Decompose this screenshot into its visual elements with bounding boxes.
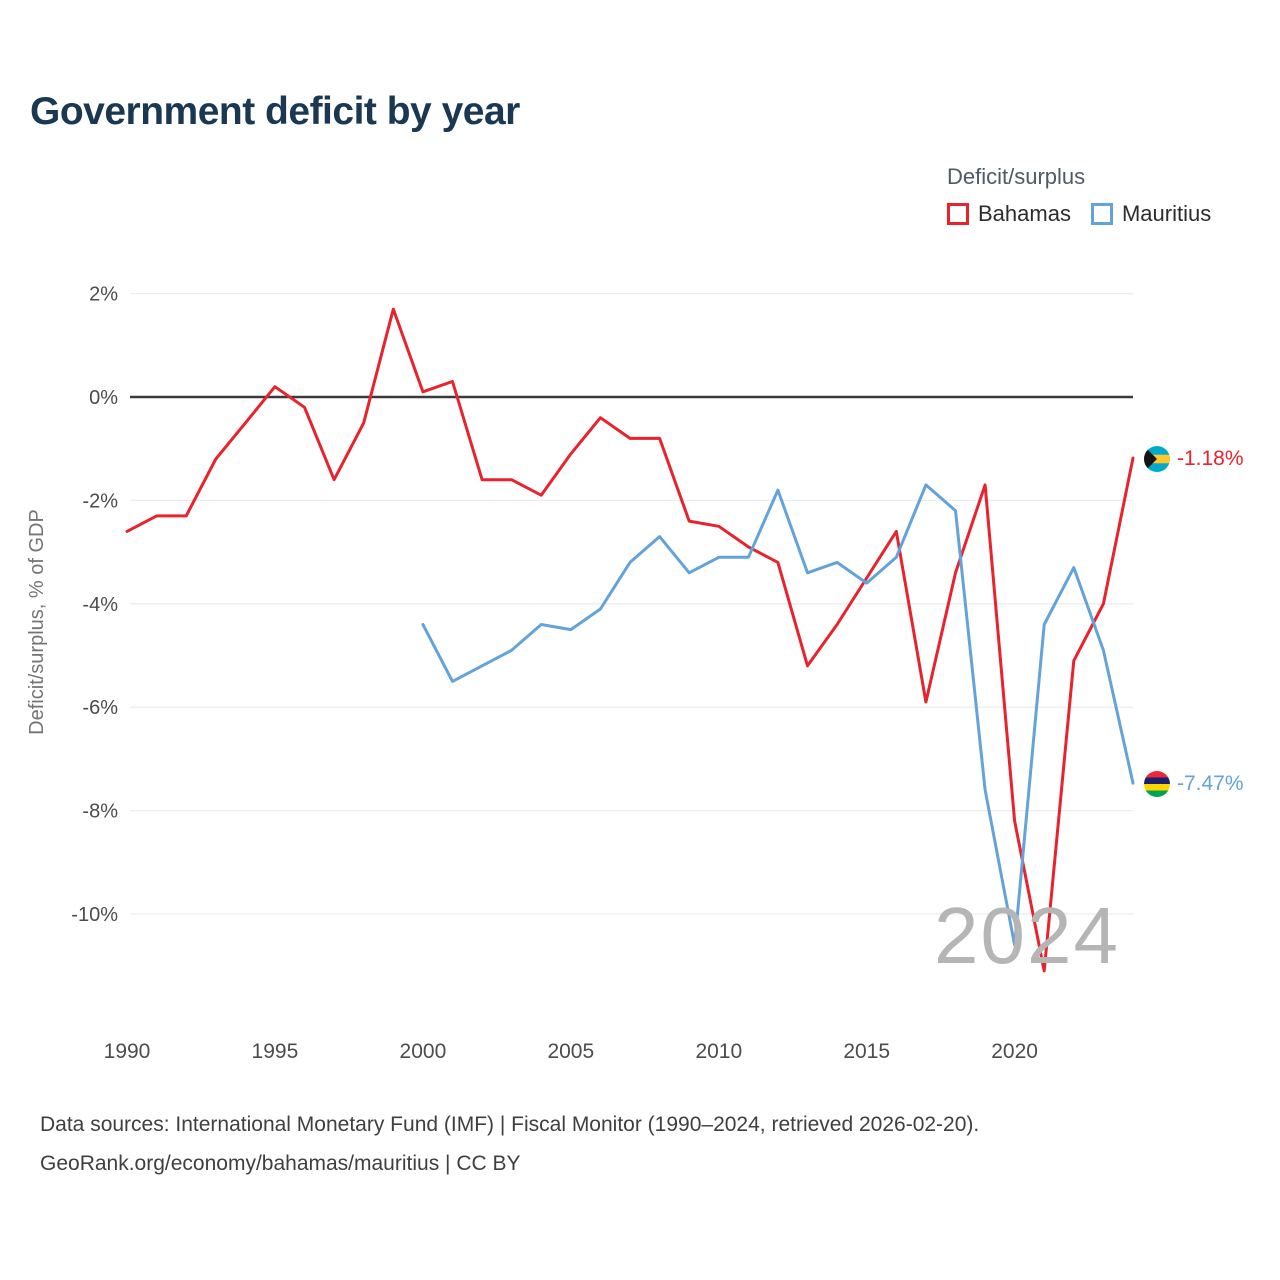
x-axis-tick-label: 2010 [695, 1040, 742, 1063]
legend: Deficit/surplus Bahamas Mauritius [947, 164, 1211, 227]
chart-title: Government deficit by year [30, 90, 520, 133]
mauritius-end-label: -7.47% [1144, 771, 1244, 797]
bahamas-swatch-icon [947, 203, 969, 225]
series-line-bahamas [125, 307, 1135, 973]
watermark-year: 2024 [934, 891, 1120, 980]
legend-item-mauritius: Mauritius [1090, 201, 1212, 227]
y-axis-tick-label: -6% [82, 697, 118, 719]
y-axis-tick-label: 2% [89, 284, 118, 306]
footer-sources-line: Data sources: International Monetary Fun… [40, 1113, 980, 1136]
mauritius-end-value: -7.47% [1177, 772, 1244, 795]
y-axis-tick-label: -4% [82, 594, 118, 616]
x-axis-tick-label: 2020 [991, 1040, 1038, 1063]
legend-item-bahamas: Bahamas [947, 201, 1071, 227]
y-axis-tick-label: -2% [82, 490, 118, 512]
y-axis-tick-label: -8% [82, 801, 118, 823]
bahamas-end-value: -1.18% [1177, 447, 1244, 470]
mauritius-flag-icon [1144, 771, 1170, 797]
y-axis-tick-label: -10% [71, 904, 118, 926]
legend-label-mauritius: Mauritius [1121, 201, 1212, 226]
bahamas-flag-icon [1144, 446, 1170, 472]
bahamas-end-label: -1.18% [1144, 446, 1244, 472]
x-axis-tick-label: 2015 [843, 1040, 890, 1063]
y-axis-title: Deficit/surplus, % of GDP [26, 509, 48, 735]
x-axis-tick-label: 1995 [252, 1040, 299, 1063]
footer: Data sources: International Monetary Fun… [40, 1106, 979, 1184]
y-axis-tick-label: 0% [89, 387, 118, 409]
legend-title: Deficit/surplus [947, 164, 1086, 189]
legend-items: Bahamas Mauritius [947, 201, 1211, 227]
x-axis-tick-label: 2000 [400, 1040, 447, 1063]
footer-attribution-line: GeoRank.org/economy/bahamas/mauritius | … [40, 1151, 521, 1175]
series-line-mauritius [421, 483, 1135, 947]
legend-label-bahamas: Bahamas [978, 201, 1071, 226]
x-axis-tick-label: 1990 [104, 1040, 151, 1063]
x-axis-tick-label: 2005 [547, 1040, 594, 1063]
mauritius-swatch-icon [1090, 203, 1113, 225]
